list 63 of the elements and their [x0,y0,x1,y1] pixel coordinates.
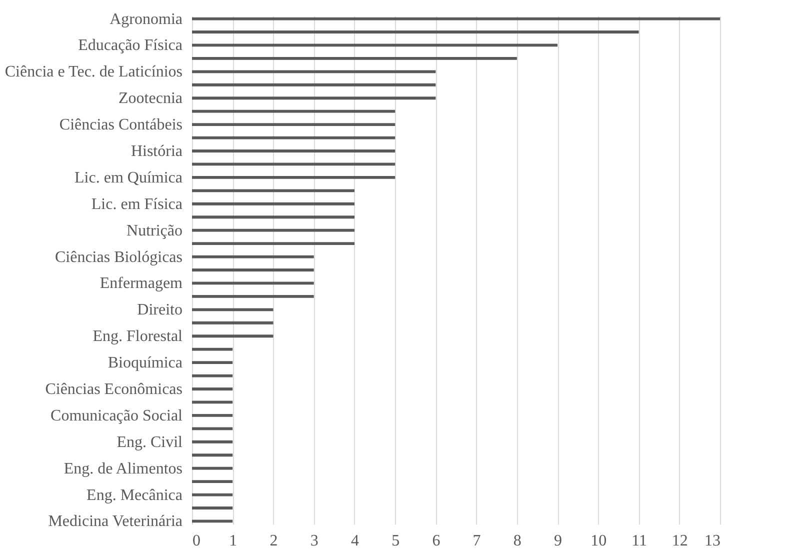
bar [192,70,436,74]
bar [192,56,517,60]
bar [192,30,639,34]
y-tick-label: Ciência e Tec. de Laticínios [4,64,182,81]
y-tick-label: Bioquímica [108,354,182,372]
bar [192,440,233,444]
y-tick-label: Lic. em Química [74,169,182,186]
x-tick-label: 3 [310,532,318,549]
bar [192,334,274,338]
x-tick-label: 9 [554,532,562,549]
bar [192,123,396,126]
bar [192,176,396,179]
y-tick-label: Medicina Veterinária [48,513,182,530]
bar [192,480,233,484]
x-tick-label: 5 [392,532,400,549]
bar [192,321,274,324]
bar [192,228,354,232]
bar [192,110,396,113]
bar [192,150,396,152]
bar [192,454,233,457]
y-tick-label: Comunicação Social [50,407,184,424]
bar [192,348,233,351]
y-tick-label: Agronomia [110,10,182,28]
bar [192,242,354,246]
bar [192,414,233,417]
y-tick-label: Ciências Biológicas [54,248,182,266]
y-tick-label: Zootecnia [118,90,182,108]
y-tick-label: História [130,143,182,160]
x-tick-label: 1 [229,532,238,549]
bar [192,294,314,298]
bar [192,506,233,510]
y-tick-label: Ciências Contábeis [59,116,182,134]
bar [192,216,354,219]
bar [192,427,233,430]
y-tick-label: Direito [137,302,182,319]
bar [192,268,314,272]
y-tick-label: Eng. Civil [116,434,184,451]
x-tick-label: 7 [472,532,481,549]
x-tick-label: 13 [704,532,720,549]
bar [192,83,436,86]
y-tick-label: Enfermagem [100,275,184,292]
x-tick-label: 11 [632,532,647,549]
bar [192,466,233,470]
x-tick-label: 6 [432,532,440,549]
x-tick-label: 10 [590,532,607,549]
y-tick-label: Educação Física [78,37,182,54]
x-tick-label: 12 [672,532,688,549]
x-tick-label: 2 [270,532,278,549]
x-tick-label: 4 [350,532,359,549]
bar [192,202,354,206]
y-tick-label: Eng. Florestal [92,328,184,346]
bar [192,361,233,364]
y-tick-label: Lic. em Física [91,196,182,213]
bar [192,388,233,390]
x-tick-label: 0 [192,532,200,549]
y-tick-label: Eng. Mecânica [86,486,182,504]
y-tick-label: Eng. de Alimentos [64,460,182,478]
bar [192,96,436,100]
y-tick-label: Nutrição [126,222,182,240]
bar [192,308,274,312]
bar [192,189,354,192]
y-tick-label: Ciências Econômicas [45,381,182,398]
x-tick-label: 8 [513,532,522,549]
